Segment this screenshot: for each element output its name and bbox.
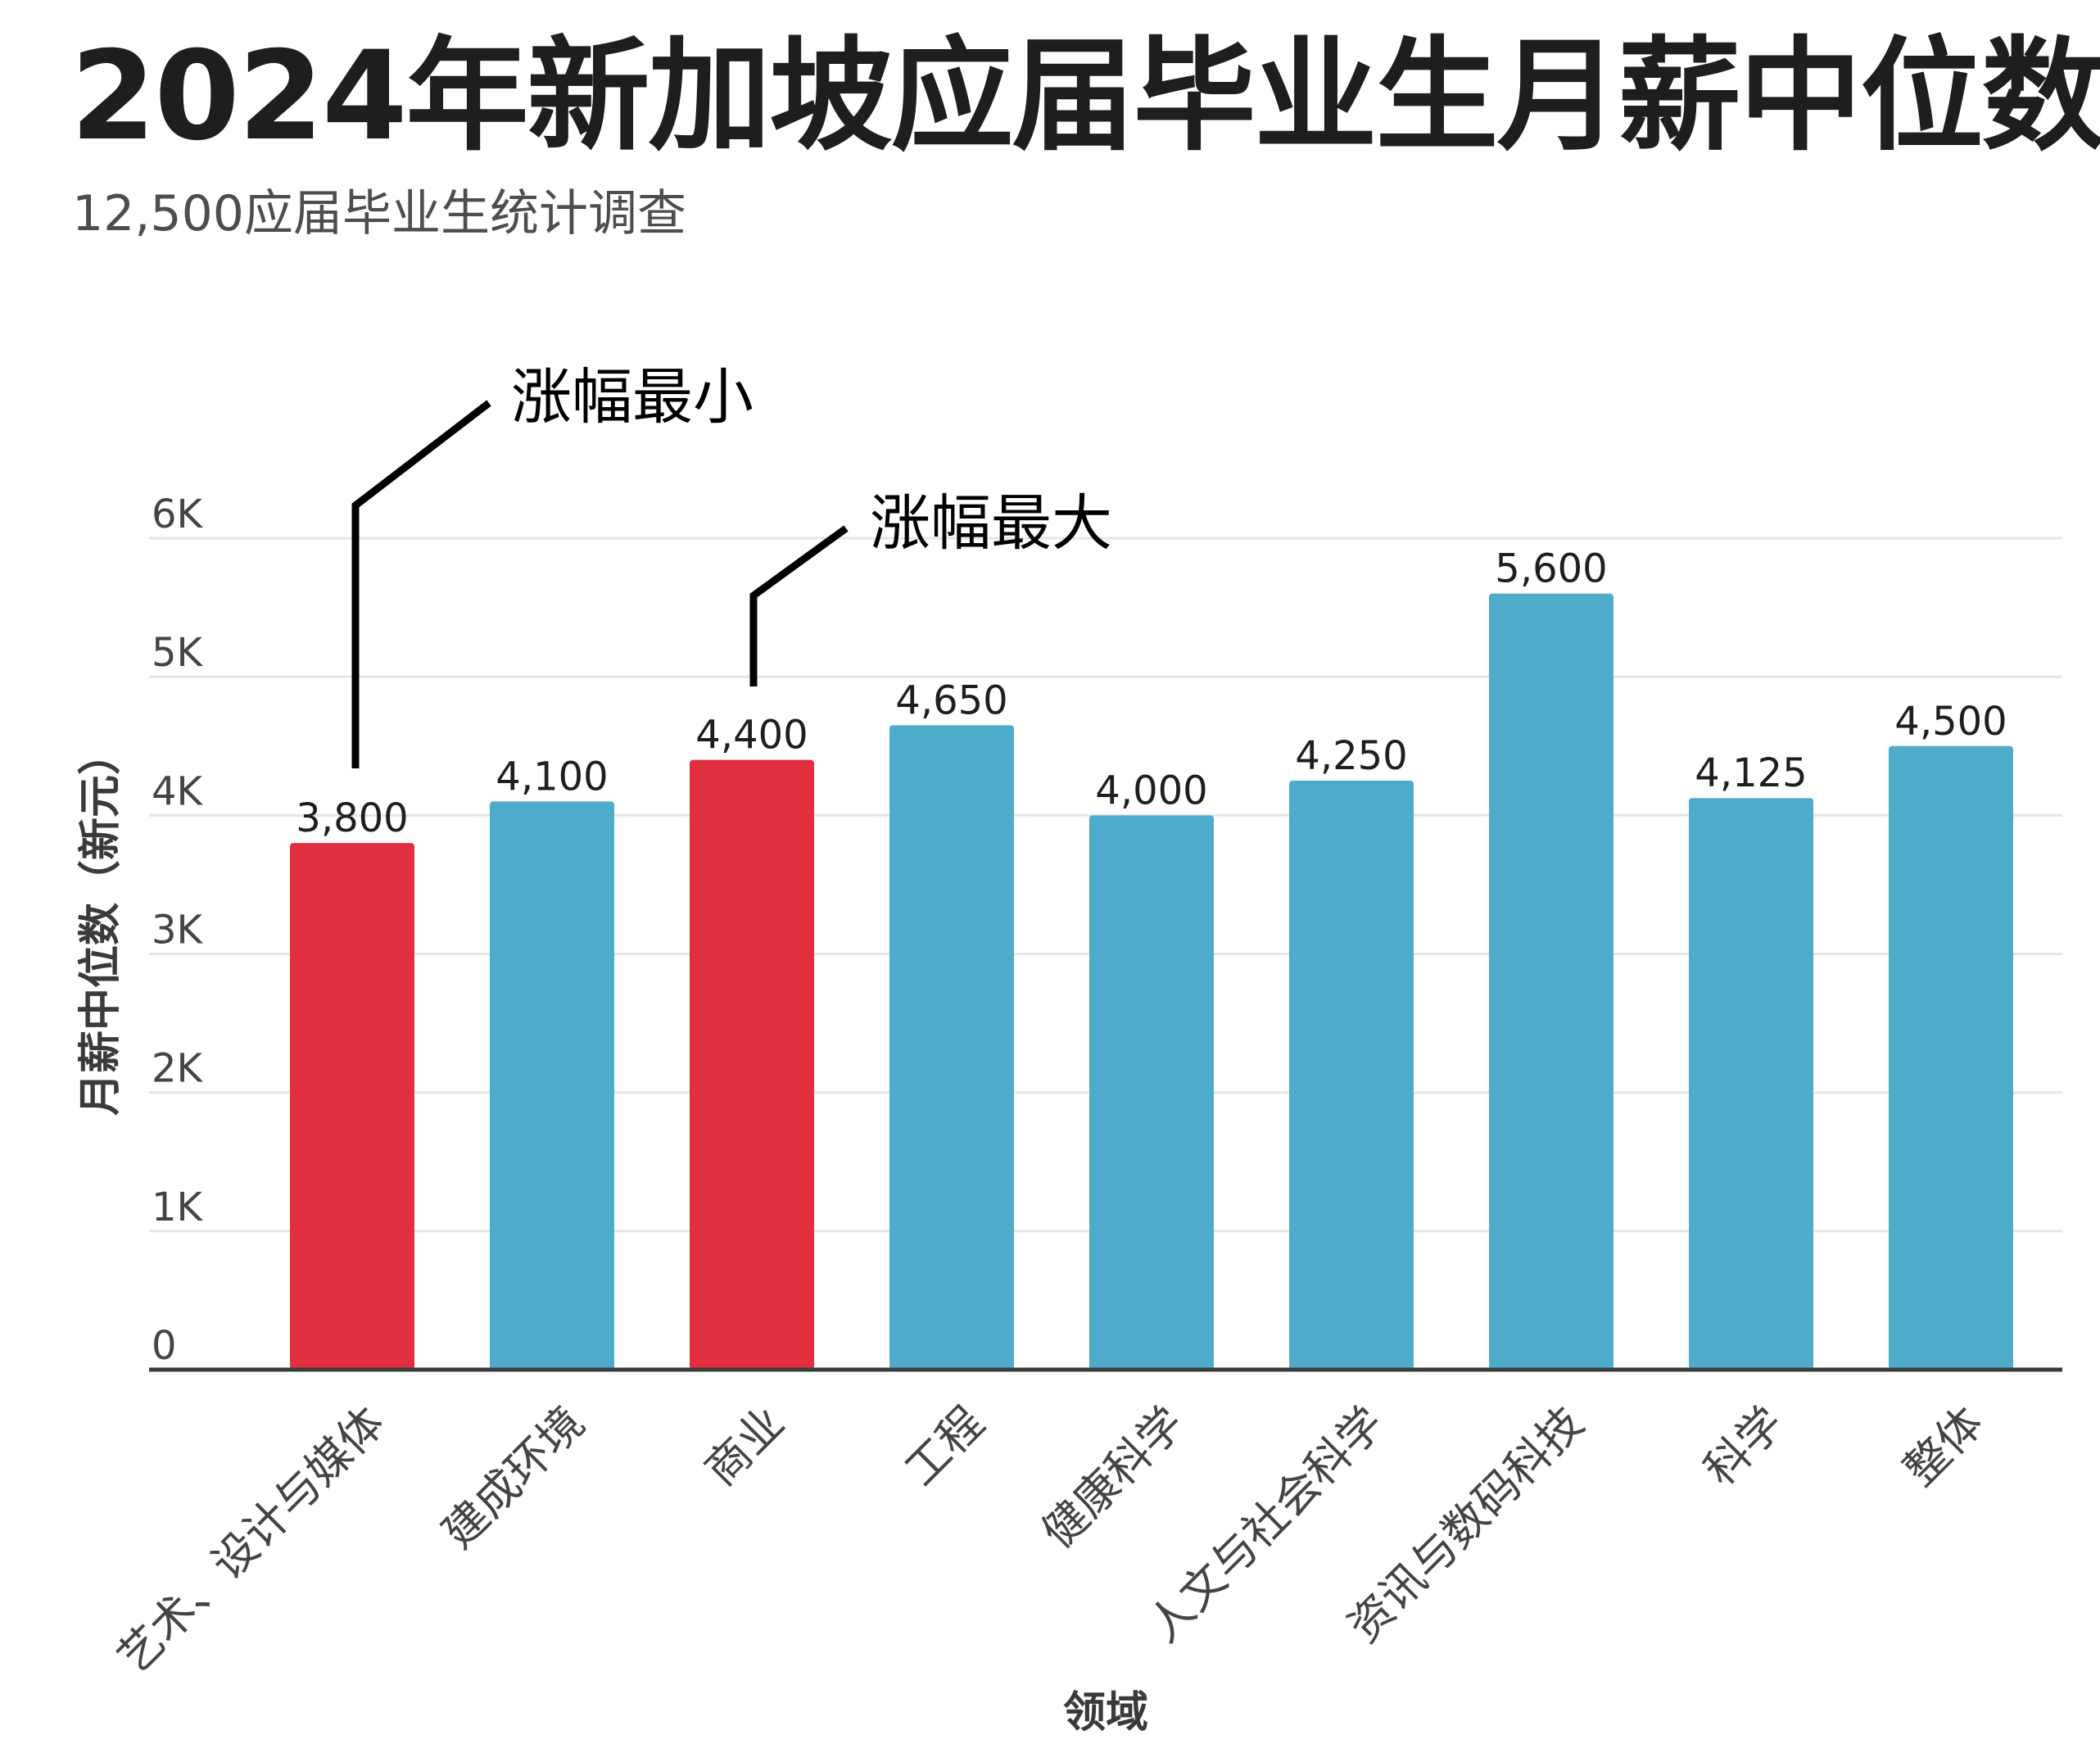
x-axis-title: 领域: [1063, 1688, 1148, 1737]
y-tick-label: 1K: [152, 1185, 204, 1230]
bars: [290, 593, 2013, 1370]
y-axis-title: 月薪中位数（新元）: [76, 732, 125, 1116]
x-tick-label: 建成环境: [432, 1397, 594, 1558]
bar: [690, 759, 814, 1370]
annotation-leader-line: [749, 525, 849, 686]
bar-value-labels: 3,800 4,100 4,400 4,650 4,000 4,250 5,600 4,125…: [296, 546, 2007, 842]
annotation-leader-line: [351, 400, 491, 768]
x-tick-label: 科学: [1695, 1397, 1794, 1496]
bar-value-label: 3,800: [296, 795, 408, 841]
bar-value-label: 4,000: [1095, 768, 1207, 813]
bar: [1089, 815, 1214, 1370]
bar: [290, 843, 414, 1370]
bar: [889, 725, 1014, 1370]
x-tick-label: 艺术、设计与媒体: [107, 1397, 394, 1683]
bar-value-label: 4,500: [1894, 699, 2007, 745]
bar: [1689, 798, 1813, 1370]
y-tick-label: 3K: [152, 908, 204, 954]
chart-title: 2024年新加坡应届毕业生月薪中位数: [70, 25, 2100, 168]
annotation-label: 涨幅最大: [870, 488, 1112, 559]
x-tick-label: 商业: [695, 1397, 794, 1496]
y-tick-label: 2K: [152, 1046, 204, 1092]
bar-value-label: 4,650: [895, 677, 1007, 723]
bar-value-label: 4,250: [1295, 733, 1407, 779]
chart-subtitle: 12,500应届毕业生统计调查: [72, 185, 686, 242]
x-tick-label: 整体: [1894, 1397, 1994, 1496]
bar-value-label: 4,100: [496, 754, 608, 800]
bar: [1489, 593, 1613, 1370]
y-axis-ticks: 0 1K 2K 3K 4K 5K 6K: [152, 491, 204, 1369]
y-tick-label: 6K: [152, 491, 204, 537]
bar: [1289, 781, 1414, 1370]
bar-value-label: 4,125: [1695, 750, 1807, 796]
x-tick-label: 工程: [895, 1397, 994, 1496]
bar: [1889, 745, 2013, 1370]
y-tick-label: 0: [152, 1323, 177, 1369]
y-tick-label: 4K: [152, 768, 204, 814]
x-tick-label: 健康科学: [1032, 1397, 1193, 1558]
y-tick-label: 5K: [152, 630, 204, 676]
bar-value-label: 4,400: [695, 713, 808, 759]
bar: [490, 801, 614, 1370]
annotation-label: 涨幅最小: [511, 362, 754, 433]
bar-value-label: 5,600: [1495, 546, 1607, 592]
